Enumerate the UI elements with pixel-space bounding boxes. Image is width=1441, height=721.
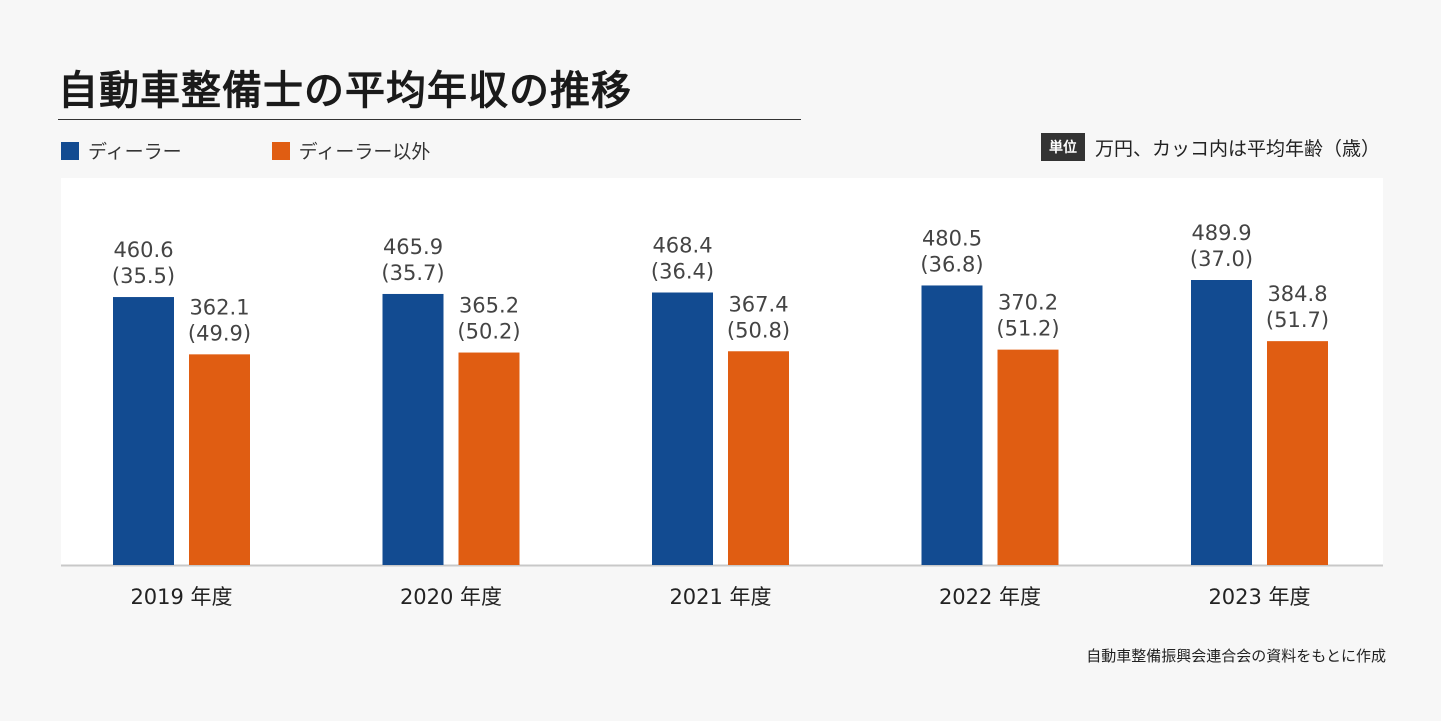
bar-dealer-2: [652, 292, 713, 565]
age-label-non-dealer-2: (50.8): [727, 318, 790, 342]
bar-dealer-4: [1191, 280, 1252, 565]
bar-non-dealer-3: [997, 349, 1059, 565]
age-label-dealer-2: (36.4): [651, 260, 714, 284]
bar-non-dealer-1: [458, 352, 520, 565]
value-label-non-dealer-2: 367.4: [728, 292, 788, 316]
bar-non-dealer-4: [1267, 341, 1328, 565]
value-label-dealer-2: 468.4: [652, 234, 712, 258]
unit-text: 万円、カッコ内は平均年齢（歳）: [1094, 137, 1380, 160]
bar-non-dealer-2: [728, 351, 789, 565]
value-label-dealer-4: 489.9: [1191, 221, 1251, 245]
value-label-non-dealer-3: 370.2: [998, 291, 1058, 315]
value-label-non-dealer-1: 365.2: [459, 294, 519, 318]
age-label-non-dealer-0: (49.9): [188, 321, 251, 345]
x-tick-label-1: 2020 年度: [400, 585, 502, 609]
x-tick-label-3: 2022 年度: [939, 585, 1041, 609]
legend-item-dealer: ディーラー: [61, 137, 182, 164]
legend-swatch-dealer: [61, 141, 79, 160]
plot-area: [61, 178, 1383, 566]
age-label-non-dealer-4: (51.7): [1266, 308, 1329, 332]
age-label-dealer-4: (37.0): [1190, 247, 1253, 271]
x-tick-label-4: 2023 年度: [1208, 585, 1310, 609]
value-label-dealer-1: 465.9: [383, 235, 443, 259]
chart-title: 自動車整備士の平均年収の推移: [58, 68, 632, 114]
bar-dealer-0: [113, 297, 174, 565]
bar-dealer-3: [921, 285, 983, 565]
legend: ディーラー ディーラー以外: [61, 137, 430, 164]
title-divider: [58, 119, 801, 120]
bar-dealer-1: [382, 293, 444, 565]
age-label-dealer-1: (35.7): [381, 261, 444, 285]
age-label-non-dealer-1: (50.2): [457, 320, 520, 344]
unit-note: 単位 万円、カッコ内は平均年齢（歳）: [1040, 133, 1380, 161]
legend-label-non-dealer: ディーラー以外: [298, 141, 431, 163]
age-label-non-dealer-3: (51.2): [996, 317, 1059, 341]
bar-non-dealer-0: [189, 354, 250, 565]
age-label-dealer-3: (36.8): [920, 252, 983, 276]
value-label-non-dealer-4: 384.8: [1267, 282, 1327, 306]
value-label-non-dealer-0: 362.1: [189, 295, 249, 319]
x-tick-label-0: 2019 年度: [130, 585, 232, 609]
legend-label-dealer: ディーラー: [88, 141, 182, 163]
value-label-dealer-3: 480.5: [922, 226, 982, 250]
age-label-dealer-0: (35.5): [112, 264, 175, 288]
value-label-dealer-0: 460.6: [113, 238, 173, 262]
legend-swatch-non-dealer: [271, 141, 290, 160]
legend-item-non-dealer: ディーラー以外: [271, 137, 431, 164]
x-tick-label-2: 2021 年度: [669, 585, 771, 609]
unit-badge: 単位: [1040, 133, 1085, 161]
source-note: 自動車整備振興会連合会の資料をもとに作成: [1086, 647, 1386, 665]
